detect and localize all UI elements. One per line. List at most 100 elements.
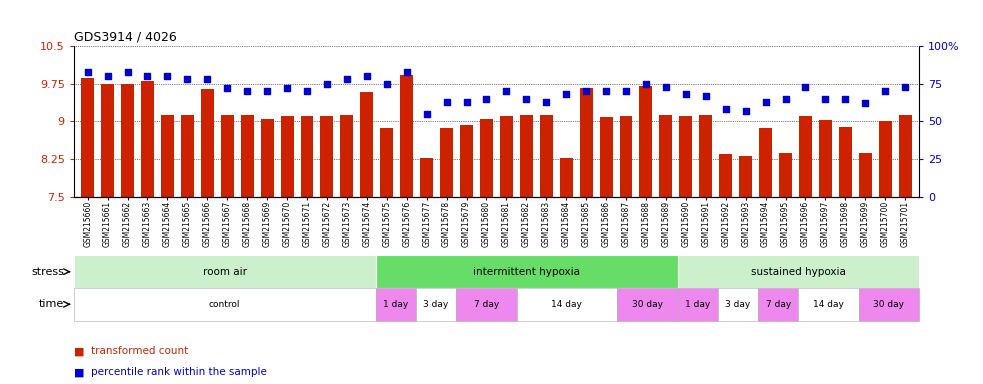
Point (438, 99, 454, 105)
Point (758, 99, 774, 105)
Bar (780, 153, 792, 197)
Text: 3 day: 3 day (424, 300, 448, 309)
Point (479, 96, 494, 102)
Bar (440, 128, 453, 197)
Point (857, 100, 873, 106)
Point (897, 84, 913, 90)
Point (180, 76, 196, 82)
Point (159, 73, 175, 79)
Point (399, 69, 415, 75)
Text: 1 day: 1 day (383, 300, 408, 309)
Point (319, 81, 335, 87)
Point (498, 88, 514, 94)
Point (678, 91, 694, 98)
Bar (559, 157, 573, 197)
Bar (280, 116, 294, 197)
Point (419, 111, 434, 117)
Bar (121, 84, 134, 197)
Bar (420, 157, 434, 197)
Point (578, 88, 594, 94)
Point (797, 84, 813, 90)
Text: time: time (38, 299, 64, 310)
Text: stress: stress (31, 266, 64, 277)
Point (558, 91, 574, 98)
Point (279, 85, 295, 91)
Text: 14 day: 14 day (813, 300, 844, 309)
Point (818, 96, 834, 102)
Bar (540, 115, 552, 197)
Text: 30 day: 30 day (874, 300, 904, 309)
Bar (660, 115, 672, 197)
Bar (500, 116, 513, 197)
Point (658, 84, 673, 90)
Bar (241, 115, 254, 197)
Text: 1 day: 1 day (685, 300, 711, 309)
Bar (619, 116, 632, 197)
Bar (201, 89, 213, 197)
Bar (898, 115, 911, 197)
Point (378, 81, 394, 87)
Bar (141, 81, 154, 197)
Bar (879, 121, 892, 197)
Text: 7 day: 7 day (766, 300, 791, 309)
Point (539, 99, 554, 105)
Point (239, 88, 255, 94)
Bar (759, 128, 772, 197)
Bar (838, 127, 852, 197)
Bar (720, 154, 732, 197)
Point (260, 88, 275, 94)
Bar (859, 152, 872, 197)
Point (140, 73, 155, 79)
Point (200, 76, 215, 82)
Bar (600, 118, 612, 197)
Point (718, 106, 733, 113)
Text: 30 day: 30 day (632, 300, 663, 309)
Point (878, 88, 894, 94)
Point (638, 81, 654, 87)
Point (459, 99, 475, 105)
Text: ■: ■ (74, 367, 85, 377)
Point (299, 88, 315, 94)
Text: 3 day: 3 day (725, 300, 751, 309)
Point (618, 88, 634, 94)
Point (599, 88, 614, 94)
Point (738, 108, 754, 114)
Bar (82, 78, 94, 197)
Bar (460, 125, 473, 197)
Point (80, 69, 95, 75)
Text: percentile rank within the sample: percentile rank within the sample (91, 367, 267, 377)
Point (698, 93, 714, 99)
Point (838, 96, 853, 102)
Point (359, 73, 375, 79)
Bar (580, 88, 593, 197)
Bar (221, 115, 234, 197)
Bar (320, 116, 333, 197)
Bar (340, 115, 353, 197)
Point (99, 73, 115, 79)
Text: 14 day: 14 day (551, 300, 582, 309)
Bar (400, 75, 413, 197)
Bar (799, 116, 812, 197)
Bar (161, 115, 174, 197)
Point (778, 96, 793, 102)
Text: ■: ■ (74, 346, 85, 356)
Text: room air: room air (202, 266, 247, 277)
Text: control: control (209, 300, 241, 309)
Bar (181, 115, 194, 197)
Bar (101, 84, 114, 197)
Bar (699, 115, 713, 197)
Bar (819, 121, 832, 197)
Point (120, 69, 136, 75)
Text: intermittent hypoxia: intermittent hypoxia (473, 266, 580, 277)
Point (339, 76, 355, 82)
Bar (301, 116, 314, 197)
Bar (480, 119, 492, 197)
Bar (640, 86, 653, 197)
Text: transformed count: transformed count (91, 346, 189, 356)
Bar (260, 119, 273, 197)
Point (518, 96, 534, 102)
Text: sustained hypoxia: sustained hypoxia (751, 266, 845, 277)
Point (219, 85, 235, 91)
Bar (520, 115, 533, 197)
Text: 7 day: 7 day (474, 300, 499, 309)
